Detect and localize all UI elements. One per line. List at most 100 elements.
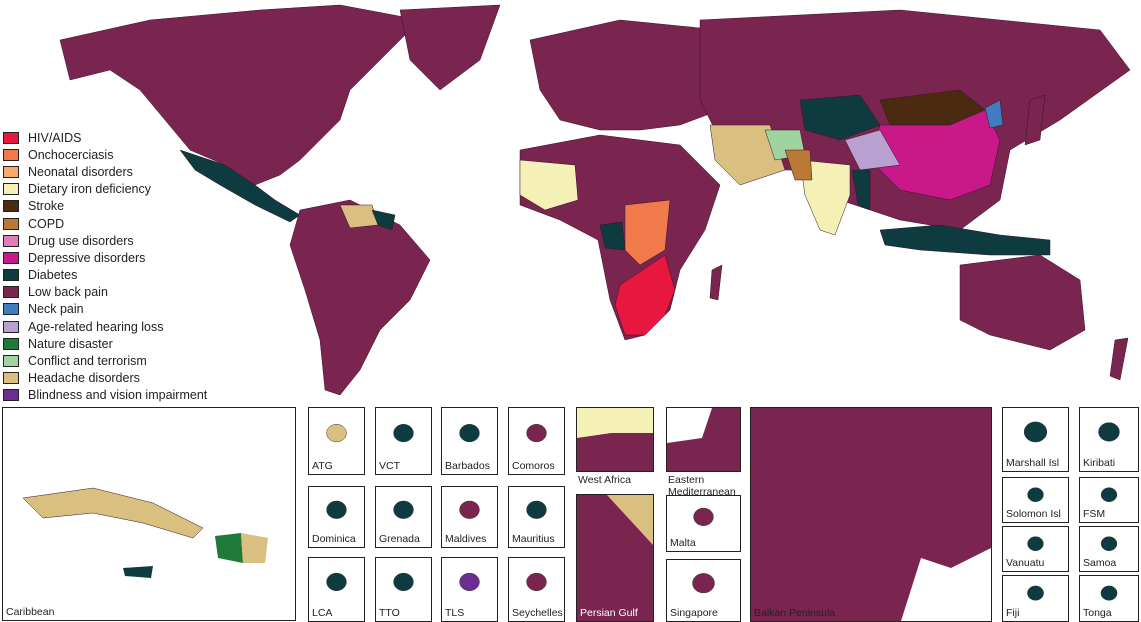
legend-label: Neck pain	[28, 302, 84, 317]
legend-item: Neck pain	[3, 301, 207, 318]
mexico	[179, 149, 301, 223]
island-shape	[1027, 536, 1044, 552]
inset-caribbean: Caribbean	[2, 407, 296, 621]
legend-item: Headache disorders	[3, 370, 207, 387]
inset-label: Maldives	[445, 533, 487, 545]
inset-label: Malta	[670, 537, 696, 549]
legend-item: Stroke	[3, 198, 207, 215]
inset-seychelles: Seychelles	[508, 557, 565, 622]
legend-swatch	[3, 355, 19, 368]
legend-item: Diabetes	[3, 267, 207, 284]
island-shape	[326, 572, 347, 591]
inset-vanuatu: Vanuatu	[1002, 526, 1069, 572]
pakistan	[784, 149, 813, 181]
legend-item: Nature disaster	[3, 335, 207, 352]
island-shape	[1100, 585, 1118, 601]
island-shape	[459, 500, 480, 519]
inset-balkan: Balkan Peninsula	[750, 407, 992, 622]
legend-swatch	[3, 234, 19, 247]
indonesia	[879, 224, 1051, 256]
inset-label: TLS	[445, 607, 465, 619]
inset-label: Tonga	[1083, 607, 1112, 619]
island-shape	[326, 500, 347, 519]
inset-label: Marshall Isl	[1006, 457, 1060, 469]
inset-comoros: Comoros	[508, 407, 565, 475]
legend-swatch	[3, 389, 19, 402]
island-shape	[459, 424, 480, 443]
inset-fiji: Fiji	[1002, 575, 1069, 622]
new-zealand	[1109, 337, 1129, 381]
legend-swatch	[3, 131, 19, 144]
island-shape	[693, 507, 714, 526]
inset-tto: TTO	[375, 557, 432, 622]
inset-label: Barbados	[445, 460, 490, 472]
legend-item: Blindness and vision impairment	[3, 387, 207, 404]
legend-item: Onchocerciasis	[3, 146, 207, 163]
inset-label: ATG	[312, 460, 333, 472]
greenland	[399, 4, 501, 91]
legend-swatch	[3, 148, 19, 161]
inset-label: Solomon Isl	[1006, 508, 1061, 520]
inset-label: Mauritius	[512, 533, 555, 545]
inset-west-africa	[576, 407, 654, 472]
inset-label: Fiji	[1006, 607, 1020, 619]
inset-marshall: Marshall Isl	[1002, 407, 1069, 472]
inset-singapore: Singapore	[666, 559, 741, 622]
inset-label: Caribbean	[6, 606, 55, 618]
island-shape	[326, 424, 347, 443]
island-shape	[1100, 487, 1118, 503]
inset-label: FSM	[1083, 508, 1106, 520]
legend-swatch	[3, 183, 19, 196]
europe	[529, 19, 721, 131]
inset-label: Seychelles	[512, 607, 563, 619]
inset-mauritius: Mauritius	[508, 486, 565, 548]
south-america	[289, 199, 431, 396]
inset-label: Comoros	[512, 460, 555, 472]
island-shape	[1023, 421, 1048, 443]
legend-label: Conflict and terrorism	[28, 354, 147, 369]
legend-item: COPD	[3, 215, 207, 232]
legend-label: Depressive disorders	[28, 250, 146, 265]
legend-item: Low back pain	[3, 284, 207, 301]
legend-label: Stroke	[28, 199, 65, 214]
legend-swatch	[3, 337, 19, 350]
legend-label: Diabetes	[28, 268, 78, 283]
inset-lca: LCA	[308, 557, 365, 622]
legend-label: Dietary iron deficiency	[28, 182, 151, 197]
island-shape	[692, 573, 715, 594]
world-map	[59, 4, 1131, 396]
inset-solomon: Solomon Isl	[1002, 477, 1069, 523]
legend-label: Headache disorders	[28, 371, 140, 386]
gabon	[599, 221, 626, 251]
island-shape	[1098, 422, 1120, 442]
legend-swatch	[3, 372, 19, 385]
tibet	[844, 129, 901, 171]
inset-samoa: Samoa	[1079, 526, 1139, 572]
legend-swatch	[3, 165, 19, 178]
inset-label: TTO	[379, 607, 400, 619]
sahel	[519, 159, 579, 211]
legend-swatch	[3, 320, 19, 333]
inset-label: Singapore	[670, 607, 718, 619]
island-shape	[393, 572, 414, 591]
island-shape	[526, 500, 547, 519]
legend-swatch	[3, 269, 19, 282]
legend-label: Neonatal disorders	[28, 164, 133, 179]
inset-label: VCT	[379, 460, 400, 472]
island-shape	[393, 424, 414, 443]
legend-item: Age-related hearing loss	[3, 318, 207, 335]
island-shape	[1027, 585, 1044, 601]
inset-label: Persian Gulf	[580, 607, 638, 619]
legend-item: Conflict and terrorism	[3, 352, 207, 369]
australia	[959, 254, 1086, 351]
india	[799, 159, 851, 236]
island-shape	[526, 424, 547, 443]
guyana	[371, 209, 396, 231]
legend-label: Low back pain	[28, 285, 108, 300]
middle-east	[709, 124, 786, 186]
inset-label: LCA	[312, 607, 333, 619]
legend-swatch	[3, 303, 19, 316]
island-shape	[459, 572, 480, 591]
island-shape	[1027, 487, 1044, 503]
